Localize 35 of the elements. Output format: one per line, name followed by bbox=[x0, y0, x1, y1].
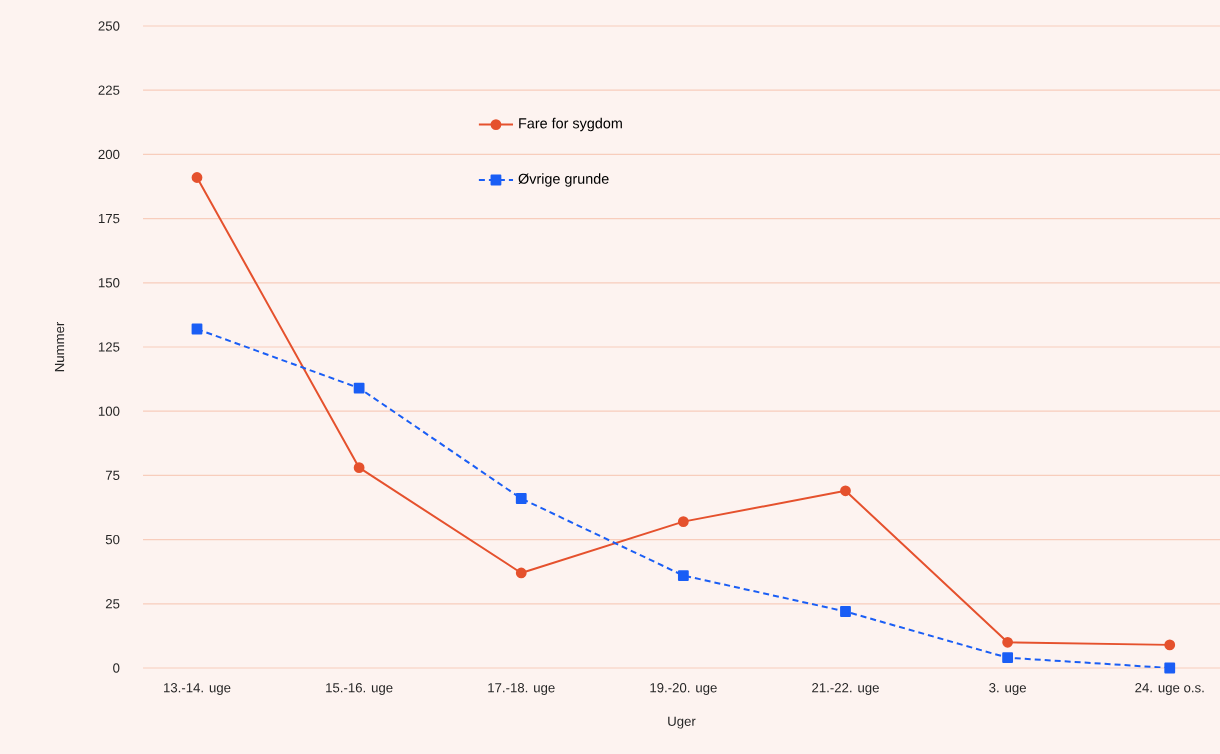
point bbox=[1002, 636, 1014, 648]
x-tick-label: 17.-18. uge bbox=[488, 683, 555, 695]
point bbox=[1164, 639, 1176, 651]
point bbox=[1164, 662, 1176, 674]
point bbox=[677, 570, 689, 581]
legend-label: Øvrige grunde bbox=[518, 173, 609, 187]
point bbox=[353, 462, 365, 474]
y-tick-label: 100 bbox=[98, 406, 120, 416]
point bbox=[840, 485, 851, 497]
y-tick-label: 150 bbox=[98, 278, 120, 288]
y-tick-label: 0 bbox=[113, 663, 120, 673]
x-tick-label: 3. uge bbox=[989, 683, 1026, 695]
x-tick-label: 13.-14. uge bbox=[164, 683, 231, 695]
y-axis-title: Nummer bbox=[54, 321, 65, 372]
point bbox=[677, 516, 689, 528]
point bbox=[1002, 652, 1014, 664]
point bbox=[353, 382, 365, 394]
y-tick-label: 200 bbox=[98, 149, 120, 160]
point bbox=[191, 172, 203, 183]
point bbox=[515, 493, 527, 504]
x-tick-label: 24. uge o.s. bbox=[1135, 683, 1204, 695]
y-tick-label: 25 bbox=[105, 599, 120, 609]
y-tick-label: 125 bbox=[98, 342, 120, 352]
y-tick-label: 50 bbox=[105, 534, 120, 545]
y-tick-label: 225 bbox=[98, 85, 120, 95]
point bbox=[840, 606, 851, 617]
x-tick-label: 21.-22. uge bbox=[812, 683, 879, 695]
x-tick-label: 19.-20. uge bbox=[650, 683, 717, 695]
x-tick-label: 15.-16. uge bbox=[326, 683, 393, 695]
legend-label: Fare for sygdom bbox=[519, 117, 622, 132]
point bbox=[515, 567, 527, 579]
y-tick-label: 175 bbox=[98, 213, 120, 224]
y-tick-label: 75 bbox=[105, 470, 120, 480]
x-axis-title: Uger bbox=[668, 716, 696, 729]
y-tick-label: 250 bbox=[98, 21, 120, 31]
